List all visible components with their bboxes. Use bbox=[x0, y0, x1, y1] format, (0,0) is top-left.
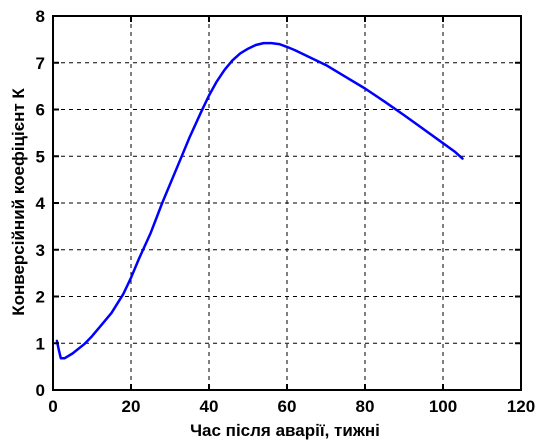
y-axis-label: Конверсійний коефіцієнт К bbox=[9, 88, 28, 316]
series-lines bbox=[55, 41, 464, 360]
y-tick-label: 1 bbox=[36, 334, 45, 353]
x-tick-label: 60 bbox=[278, 397, 297, 416]
y-tick-label: 2 bbox=[36, 288, 45, 307]
grid-lines bbox=[53, 16, 521, 390]
x-axis-label: Час після аварії, тижні bbox=[190, 421, 380, 440]
x-tick-label: 120 bbox=[507, 397, 535, 416]
y-tick-label: 6 bbox=[36, 101, 45, 120]
y-tick-label: 4 bbox=[36, 194, 46, 213]
y-tick-label: 7 bbox=[36, 54, 45, 73]
y-tick-label: 3 bbox=[36, 241, 45, 260]
y-tick-label: 0 bbox=[36, 381, 45, 400]
y-tick-label: 5 bbox=[36, 147, 45, 166]
x-tick-label: 80 bbox=[356, 397, 375, 416]
x-tick-label: 20 bbox=[122, 397, 141, 416]
tick-marks bbox=[52, 15, 522, 391]
x-tick-labels: 0 20 40 60 80 100 120 bbox=[48, 397, 535, 416]
y-tick-labels: 0 1 2 3 4 5 6 7 8 bbox=[36, 7, 46, 400]
y-tick-label: 8 bbox=[36, 7, 45, 26]
x-tick-label: 100 bbox=[429, 397, 457, 416]
x-tick-label: 0 bbox=[48, 397, 57, 416]
x-tick-label: 40 bbox=[200, 397, 219, 416]
series-line bbox=[55, 41, 464, 360]
